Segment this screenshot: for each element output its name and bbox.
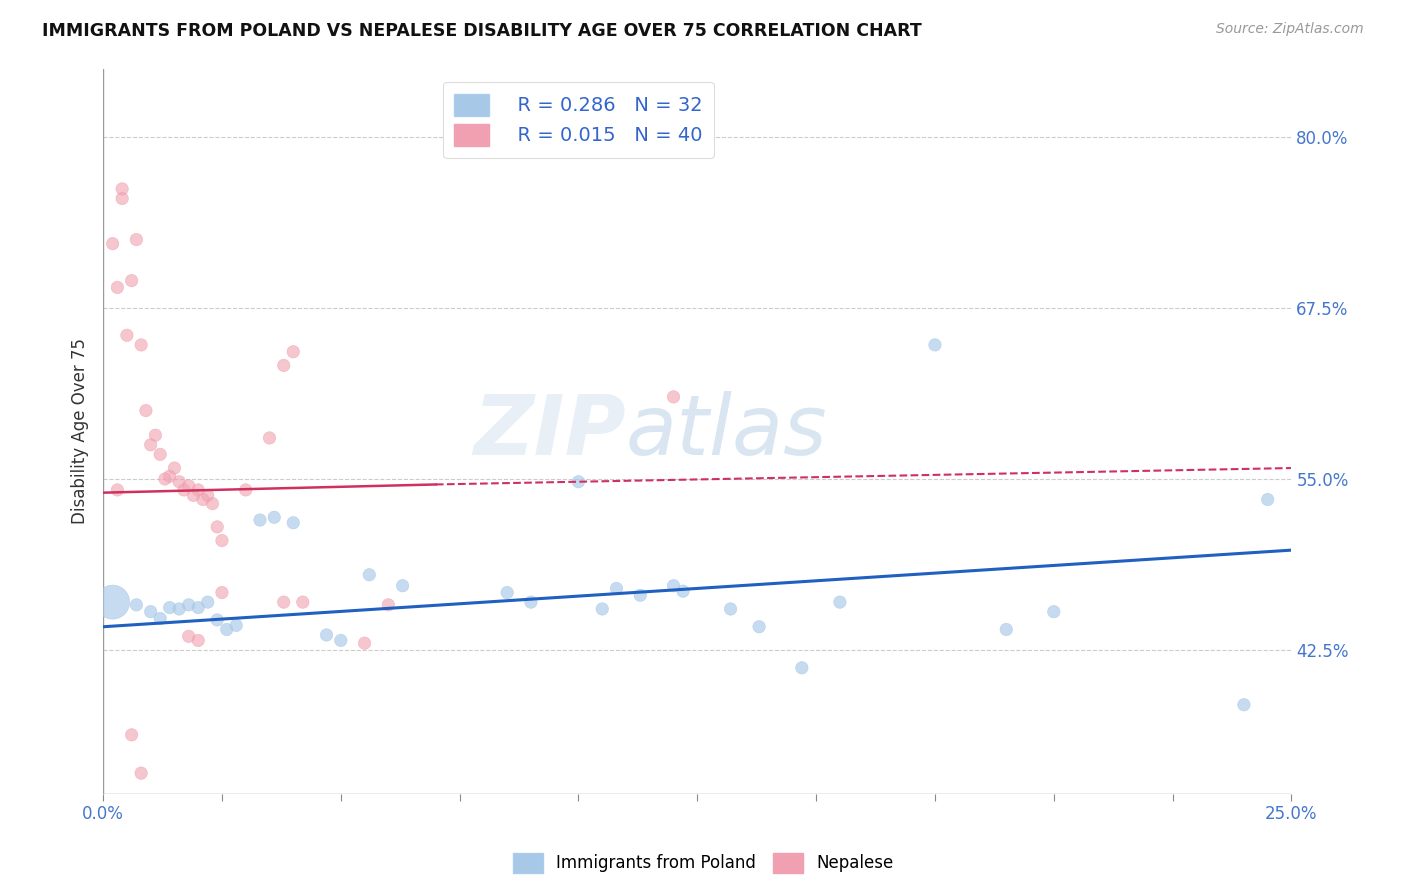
Point	[159, 469, 181, 483]
Point	[101, 236, 124, 251]
Point	[235, 483, 257, 497]
Point	[167, 475, 190, 489]
Point	[591, 602, 613, 616]
Point	[567, 475, 589, 489]
Point	[167, 602, 190, 616]
Point	[1233, 698, 1256, 712]
Point	[149, 447, 172, 461]
Point	[149, 611, 172, 625]
Point	[173, 483, 195, 497]
Point	[273, 595, 295, 609]
Point	[105, 280, 128, 294]
Point	[187, 600, 209, 615]
Point	[177, 598, 200, 612]
Point	[249, 513, 271, 527]
Point	[377, 598, 399, 612]
Point	[115, 328, 138, 343]
Point	[101, 595, 124, 609]
Point	[159, 600, 181, 615]
Point	[1042, 605, 1064, 619]
Point	[153, 472, 176, 486]
Point	[163, 461, 186, 475]
Point	[520, 595, 543, 609]
Text: IMMIGRANTS FROM POLAND VS NEPALESE DISABILITY AGE OVER 75 CORRELATION CHART: IMMIGRANTS FROM POLAND VS NEPALESE DISAB…	[42, 22, 922, 40]
Point	[215, 623, 238, 637]
Point	[662, 390, 685, 404]
Point	[628, 588, 651, 602]
Legend:   R = 0.286   N = 32,   R = 0.015   N = 40: R = 0.286 N = 32, R = 0.015 N = 40	[443, 82, 714, 158]
Point	[790, 661, 813, 675]
Point	[720, 602, 742, 616]
Point	[187, 483, 209, 497]
Text: Source: ZipAtlas.com: Source: ZipAtlas.com	[1216, 22, 1364, 37]
Point	[605, 582, 627, 596]
Point	[125, 233, 148, 247]
Point	[105, 483, 128, 497]
Point	[121, 728, 143, 742]
Point	[177, 629, 200, 643]
Point	[183, 488, 205, 502]
Point	[191, 492, 214, 507]
Point	[662, 579, 685, 593]
Point	[187, 633, 209, 648]
Point	[111, 182, 134, 196]
Legend: Immigrants from Poland, Nepalese: Immigrants from Poland, Nepalese	[506, 847, 900, 880]
Point	[125, 598, 148, 612]
Point	[197, 488, 219, 502]
Point	[205, 520, 228, 534]
Point	[111, 192, 134, 206]
Point	[205, 613, 228, 627]
Point	[391, 579, 413, 593]
Point	[329, 633, 352, 648]
Point	[145, 428, 167, 442]
Point	[201, 497, 224, 511]
Point	[353, 636, 375, 650]
Point	[139, 438, 162, 452]
Point	[283, 344, 305, 359]
Point	[496, 585, 519, 599]
Point	[291, 595, 314, 609]
Point	[197, 595, 219, 609]
Text: atlas: atlas	[626, 391, 828, 472]
Point	[283, 516, 305, 530]
Point	[225, 618, 247, 632]
Point	[129, 338, 152, 352]
Point	[1257, 492, 1279, 507]
Point	[315, 628, 337, 642]
Y-axis label: Disability Age Over 75: Disability Age Over 75	[72, 338, 89, 524]
Point	[263, 510, 285, 524]
Point	[359, 567, 381, 582]
Point	[828, 595, 851, 609]
Point	[748, 620, 770, 634]
Point	[177, 479, 200, 493]
Point	[121, 274, 143, 288]
Point	[672, 584, 695, 599]
Point	[139, 605, 162, 619]
Point	[259, 431, 281, 445]
Point	[924, 338, 946, 352]
Point	[211, 585, 233, 599]
Text: ZIP: ZIP	[474, 391, 626, 472]
Point	[129, 766, 152, 780]
Point	[211, 533, 233, 548]
Point	[135, 403, 157, 417]
Point	[273, 359, 295, 373]
Point	[995, 623, 1018, 637]
